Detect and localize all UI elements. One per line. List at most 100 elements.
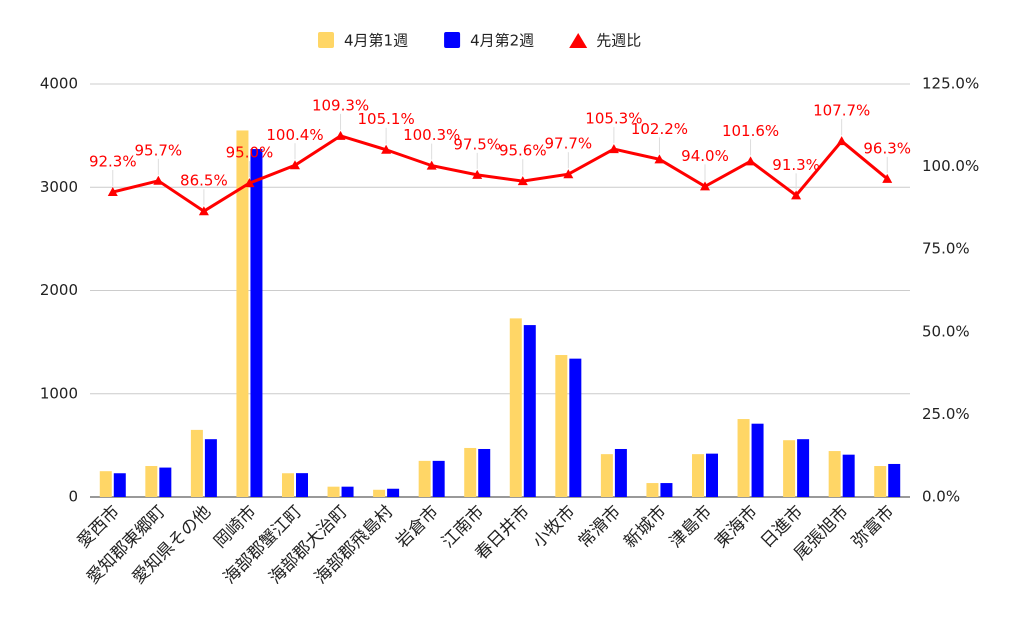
bar: [296, 473, 308, 497]
y2-tick-label: 100.0%: [922, 157, 979, 175]
bar: [523, 325, 536, 497]
x-tick-group: 東海市: [711, 502, 761, 552]
bar: [204, 439, 217, 497]
bar: [159, 467, 172, 497]
bar: [99, 471, 112, 497]
x-tick-label: 新城市: [620, 502, 670, 552]
bar: [373, 489, 386, 497]
legend-label: 4月第1週: [344, 32, 408, 50]
bar: [113, 473, 126, 497]
value-label: 97.7%: [545, 135, 593, 153]
legend-label: 先週比: [596, 32, 641, 50]
x-tick-label: 常滑市: [575, 502, 625, 552]
line-marker: [791, 190, 802, 200]
x-tick-label: 弥富市: [848, 502, 898, 552]
line-marker: [426, 160, 437, 170]
bar: [692, 454, 704, 497]
bar: [600, 454, 613, 497]
y2-tick-label: 0.0%: [922, 488, 960, 506]
line-marker: [381, 144, 392, 154]
bar: [737, 419, 750, 497]
bar: [282, 473, 294, 497]
y2-tick-label: 75.0%: [922, 240, 970, 258]
legend-marker: [569, 33, 588, 48]
x-tick-group: 岩倉市: [393, 502, 443, 552]
value-label: 95.7%: [135, 141, 183, 159]
x-tick-group: 弥富市: [848, 502, 898, 552]
bar: [842, 454, 855, 497]
bar: [797, 439, 810, 497]
y-tick-label: 0: [68, 488, 78, 506]
line-marker: [563, 169, 574, 179]
legend-swatch: [444, 32, 461, 48]
bar: [250, 149, 263, 498]
line-marker: [472, 169, 483, 179]
legend-swatch: [318, 32, 334, 48]
value-label: 100.4%: [266, 126, 323, 144]
bar: [569, 358, 582, 497]
bar: [828, 451, 841, 497]
y2-tick-label: 25.0%: [922, 405, 970, 423]
bar: [418, 460, 431, 497]
value-label: 102.2%: [631, 120, 688, 138]
bar: [874, 466, 887, 497]
bar: [387, 488, 400, 497]
value-label: 96.3%: [863, 139, 911, 157]
legend-label: 4月第2週: [470, 32, 534, 50]
y-tick-label: 1000: [40, 384, 78, 402]
value-label: 86.5%: [180, 172, 228, 190]
y-tick-label: 2000: [40, 281, 78, 299]
value-label: 105.3%: [585, 110, 642, 128]
value-label: 109.3%: [312, 96, 369, 114]
x-tick-group: 小牧市: [529, 502, 579, 552]
line-marker: [198, 206, 209, 216]
bar: [646, 483, 659, 497]
value-label: 95.0%: [226, 144, 274, 162]
bar: [190, 429, 203, 497]
bar: [706, 453, 718, 497]
bar: [751, 423, 764, 497]
bar: [341, 486, 354, 497]
line-marker: [745, 156, 756, 166]
value-label: 91.3%: [772, 156, 820, 174]
value-label: 100.3%: [403, 126, 460, 144]
bar: [888, 463, 901, 497]
bar: [478, 448, 491, 497]
bar: [783, 440, 796, 497]
line: [112, 134, 889, 213]
x-tick-label: 津島市: [666, 502, 716, 552]
value-label: 95.6%: [499, 142, 547, 160]
line-marker: [517, 176, 528, 186]
x-tick-label: 東海市: [711, 502, 761, 552]
y2-tick-label: 125.0%: [922, 75, 979, 93]
line-marker: [700, 181, 710, 191]
value-label: 107.7%: [813, 102, 870, 120]
bar: [509, 318, 522, 497]
bar: [660, 483, 673, 497]
y2-tick-label: 50.0%: [922, 322, 970, 340]
line-marker: [107, 187, 118, 197]
x-tick-group: 津島市: [666, 502, 716, 552]
line-marker: [153, 175, 164, 185]
line-marker: [290, 160, 300, 170]
line-marker: [608, 144, 619, 154]
line-marker: [882, 173, 893, 183]
y-tick-label: 4000: [40, 75, 78, 93]
line-marker: [335, 130, 346, 140]
value-label: 101.6%: [722, 122, 779, 140]
value-label: 105.1%: [358, 110, 415, 128]
bar: [614, 448, 627, 497]
bar: [464, 447, 477, 497]
bar: [236, 130, 249, 497]
x-tick-label: 岩倉市: [393, 502, 443, 552]
line-marker: [836, 136, 847, 146]
x-tick-group: 常滑市: [575, 502, 625, 552]
line-marker: [244, 178, 255, 188]
value-label: 94.0%: [681, 147, 729, 165]
x-tick-group: 新城市: [620, 502, 670, 552]
x-tick-label: 小牧市: [529, 502, 579, 552]
bar: [555, 355, 568, 497]
value-label: 92.3%: [89, 153, 137, 171]
value-label: 97.5%: [453, 135, 501, 153]
